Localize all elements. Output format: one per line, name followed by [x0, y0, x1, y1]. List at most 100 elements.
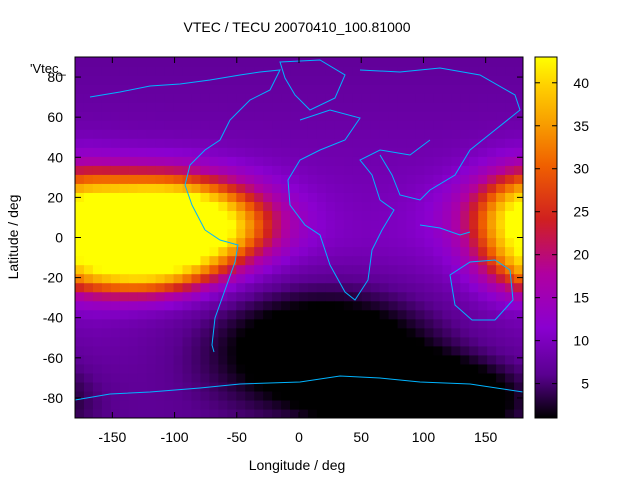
heatmap-cell	[433, 111, 443, 121]
heatmap-cell	[83, 111, 94, 121]
heatmap-cell	[334, 147, 345, 157]
heatmap-cell	[343, 138, 354, 148]
heatmap-cell	[92, 66, 103, 76]
heatmap-cell	[272, 354, 282, 365]
heatmap-cell	[209, 273, 219, 284]
heatmap-cell	[487, 111, 497, 121]
heatmap-cell	[92, 282, 103, 293]
heatmap-cell	[281, 174, 291, 184]
heatmap-cell	[281, 300, 291, 311]
heatmap-cell	[101, 282, 112, 293]
heatmap-cell	[173, 282, 184, 293]
heatmap-cell	[209, 75, 219, 85]
heatmap-cell	[334, 84, 345, 94]
heatmap-cell	[290, 327, 300, 338]
heatmap-cell	[460, 318, 470, 329]
y-tick-label: -60	[43, 350, 63, 366]
heatmap-cell	[128, 273, 139, 284]
heatmap-cell	[137, 201, 148, 212]
heatmap-cell	[496, 156, 506, 166]
heatmap-cell	[316, 390, 327, 401]
heatmap-cell	[164, 156, 175, 166]
heatmap-cell	[209, 300, 219, 311]
heatmap-cell	[307, 390, 318, 401]
heatmap-cell	[101, 219, 112, 230]
heatmap-cell	[245, 264, 255, 275]
heatmap-cell	[361, 93, 372, 103]
heatmap-cell	[325, 156, 336, 166]
heatmap-cell	[325, 183, 336, 193]
heatmap-cell	[334, 381, 345, 392]
heatmap-cell	[227, 282, 237, 293]
heatmap-cell	[75, 264, 85, 275]
heatmap-cell	[299, 102, 309, 112]
heatmap-cell	[200, 219, 210, 230]
heatmap-cell	[316, 255, 327, 266]
heatmap-cell	[75, 336, 85, 347]
heatmap-cell	[245, 354, 255, 365]
heatmap-cell	[460, 93, 470, 103]
heatmap-cell	[110, 309, 121, 320]
heatmap-cell	[110, 174, 121, 184]
heatmap-cell	[182, 318, 193, 329]
heatmap-cell	[415, 111, 426, 121]
heatmap-cell	[352, 336, 363, 347]
heatmap-cell	[110, 327, 121, 338]
heatmap-cell	[128, 93, 139, 103]
heatmap-cell	[406, 237, 417, 248]
heatmap-cell	[173, 210, 184, 221]
heatmap-cell	[236, 75, 246, 85]
heatmap-cell	[119, 219, 130, 230]
heatmap-cell	[442, 255, 452, 266]
heatmap-cell	[379, 255, 390, 266]
heatmap-cell	[110, 381, 121, 392]
heatmap-cell	[487, 264, 497, 275]
heatmap-cell	[272, 102, 282, 112]
heatmap-cell	[334, 102, 345, 112]
heatmap-cell	[236, 282, 246, 293]
heatmap-cell	[388, 327, 399, 338]
heatmap-cell	[469, 372, 479, 383]
heatmap-cell	[200, 165, 210, 175]
heatmap-cell	[92, 309, 103, 320]
heatmap-cell	[83, 354, 94, 365]
heatmap-cell	[119, 210, 130, 221]
heatmap-cell	[110, 192, 121, 203]
heatmap-cell	[137, 129, 148, 139]
heatmap-cell	[370, 174, 381, 184]
heatmap-cell	[92, 210, 103, 221]
heatmap-cell	[415, 57, 426, 67]
heatmap-cell	[128, 66, 139, 76]
heatmap-cell	[505, 183, 515, 193]
heatmap-cell	[110, 219, 121, 230]
heatmap-cell	[451, 174, 461, 184]
heatmap-cell	[433, 102, 443, 112]
heatmap-cell	[469, 210, 479, 221]
heatmap-cell	[424, 408, 434, 418]
heatmap-cell	[290, 183, 300, 193]
heatmap-cell	[227, 174, 237, 184]
heatmap-cell	[128, 111, 139, 121]
heatmap-cell	[164, 327, 175, 338]
x-tick-label: 0	[295, 429, 303, 445]
heatmap-cell	[245, 147, 255, 157]
heatmap-cell	[406, 183, 417, 193]
heatmap-cell	[245, 327, 255, 338]
heatmap-cell	[343, 228, 354, 239]
heatmap-cell	[182, 309, 193, 320]
heatmap-cell	[119, 147, 130, 157]
heatmap-cell	[370, 111, 381, 121]
heatmap-cell	[316, 408, 327, 418]
heatmap-cell	[361, 381, 372, 392]
heatmap-cell	[451, 111, 461, 121]
colorbar-tick-label: 30	[573, 161, 589, 177]
heatmap-cell	[325, 300, 336, 311]
heatmap-cell	[496, 138, 506, 148]
heatmap-cell	[433, 201, 443, 212]
heatmap-cell	[496, 57, 506, 67]
heatmap-cell	[155, 237, 166, 248]
heatmap-cell	[209, 129, 219, 139]
heatmap-cell	[218, 381, 228, 392]
heatmap-cell	[200, 372, 210, 383]
heatmap-cell	[433, 282, 443, 293]
